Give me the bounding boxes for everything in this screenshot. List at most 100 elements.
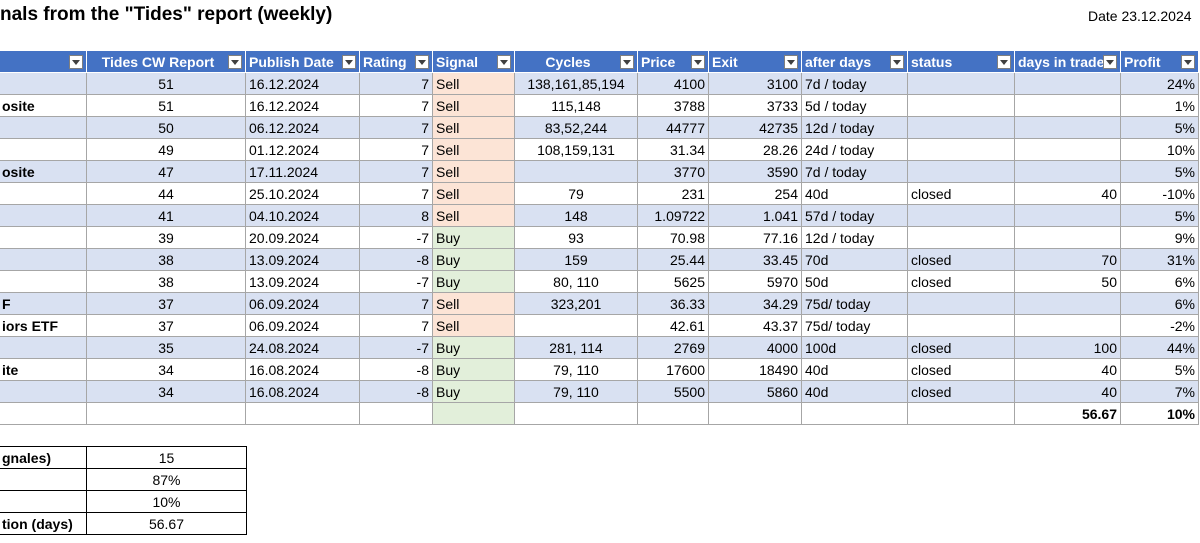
cell-days-in-trade[interactable] — [1014, 314, 1121, 337]
cell-days-in-trade[interactable] — [1014, 226, 1121, 249]
cell-days-in-trade[interactable] — [1014, 160, 1121, 183]
cell-publish-date[interactable]: 13.09.2024 — [245, 270, 360, 293]
cell-after-days[interactable]: 5d / today — [801, 94, 908, 117]
cell-status[interactable] — [907, 292, 1015, 315]
cell-profit[interactable]: 10% — [1120, 138, 1199, 161]
cell-price[interactable]: 3788 — [637, 94, 709, 117]
summary-label[interactable] — [0, 468, 87, 491]
cell-exit[interactable]: 3590 — [708, 160, 802, 183]
cell-publish-date[interactable]: 17.11.2024 — [245, 160, 360, 183]
cell-cycles[interactable]: 323,201 — [514, 292, 638, 315]
col-header-after-days[interactable]: after days — [801, 50, 908, 73]
col-header-cycles[interactable]: Cycles — [514, 50, 638, 73]
cell-price[interactable]: 42.61 — [637, 314, 709, 337]
cell-cycles[interactable] — [514, 314, 638, 337]
col-header-name[interactable] — [0, 50, 87, 73]
total-days-in-trade[interactable]: 56.67 — [1014, 402, 1121, 425]
cell-after-days[interactable]: 40d — [801, 380, 908, 403]
cell-days-in-trade[interactable] — [1014, 138, 1121, 161]
cell-cw-report[interactable]: 38 — [86, 248, 246, 271]
cell-rating[interactable]: 7 — [359, 138, 433, 161]
cell-status[interactable] — [907, 314, 1015, 337]
cell-status[interactable]: closed — [907, 380, 1015, 403]
cell-cycles[interactable]: 93 — [514, 226, 638, 249]
cell-signal[interactable]: Sell — [432, 94, 515, 117]
cell-name[interactable] — [0, 116, 87, 139]
cell-after-days[interactable]: 12d / today — [801, 226, 908, 249]
cell-signal[interactable]: Sell — [432, 292, 515, 315]
cell-cycles[interactable]: 281, 114 — [514, 336, 638, 359]
cell-empty[interactable] — [801, 402, 908, 425]
col-header-signal[interactable]: Signal — [432, 50, 515, 73]
cell-rating[interactable]: -7 — [359, 270, 433, 293]
cell-name[interactable]: osite — [0, 160, 87, 183]
cell-signal[interactable]: Buy — [432, 226, 515, 249]
cell-cw-report[interactable]: 34 — [86, 380, 246, 403]
filter-dropdown-icon[interactable] — [1103, 55, 1117, 69]
cell-signal[interactable]: Buy — [432, 380, 515, 403]
cell-cycles[interactable]: 79, 110 — [514, 380, 638, 403]
cell-name[interactable]: osite — [0, 94, 87, 117]
filter-dropdown-icon[interactable] — [997, 55, 1011, 69]
cell-exit[interactable]: 3733 — [708, 94, 802, 117]
cell-after-days[interactable]: 50d — [801, 270, 908, 293]
cell-after-days[interactable]: 57d / today — [801, 204, 908, 227]
col-header-cw-report[interactable]: Tides CW Report — [86, 50, 246, 73]
summary-value[interactable]: 15 — [86, 446, 247, 469]
cell-rating[interactable]: 8 — [359, 204, 433, 227]
cell-exit[interactable]: 77.16 — [708, 226, 802, 249]
cell-name[interactable] — [0, 72, 87, 95]
cell-cw-report[interactable]: 37 — [86, 292, 246, 315]
cell-cycles[interactable]: 79, 110 — [514, 358, 638, 381]
cell-cycles[interactable]: 138,161,85,194 — [514, 72, 638, 95]
cell-status[interactable]: closed — [907, 182, 1015, 205]
cell-status[interactable] — [907, 94, 1015, 117]
cell-rating[interactable]: 7 — [359, 72, 433, 95]
cell-days-in-trade[interactable] — [1014, 72, 1121, 95]
cell-signal[interactable]: Buy — [432, 270, 515, 293]
col-header-status[interactable]: status — [907, 50, 1015, 73]
cell-exit[interactable]: 33.45 — [708, 248, 802, 271]
cell-profit[interactable]: 31% — [1120, 248, 1199, 271]
cell-publish-date[interactable]: 16.08.2024 — [245, 358, 360, 381]
cell-profit[interactable]: 24% — [1120, 72, 1199, 95]
cell-profit[interactable]: 6% — [1120, 270, 1199, 293]
cell-profit[interactable]: 6% — [1120, 292, 1199, 315]
cell-status[interactable]: closed — [907, 270, 1015, 293]
cell-cycles[interactable]: 148 — [514, 204, 638, 227]
cell-price[interactable]: 36.33 — [637, 292, 709, 315]
cell-after-days[interactable]: 7d / today — [801, 160, 908, 183]
cell-price[interactable]: 31.34 — [637, 138, 709, 161]
cell-name[interactable] — [0, 248, 87, 271]
cell-profit[interactable]: 5% — [1120, 116, 1199, 139]
cell-cycles[interactable]: 83,52,244 — [514, 116, 638, 139]
cell-price[interactable]: 17600 — [637, 358, 709, 381]
cell-profit[interactable]: 5% — [1120, 160, 1199, 183]
filter-dropdown-icon[interactable] — [497, 55, 511, 69]
cell-profit[interactable]: 9% — [1120, 226, 1199, 249]
total-profit[interactable]: 10% — [1120, 402, 1199, 425]
cell-status[interactable]: closed — [907, 358, 1015, 381]
cell-price[interactable]: 3770 — [637, 160, 709, 183]
cell-days-in-trade[interactable] — [1014, 292, 1121, 315]
cell-name[interactable]: ite — [0, 358, 87, 381]
cell-empty[interactable] — [432, 402, 515, 425]
cell-exit[interactable]: 42735 — [708, 116, 802, 139]
cell-after-days[interactable]: 40d — [801, 182, 908, 205]
cell-name[interactable] — [0, 138, 87, 161]
cell-cw-report[interactable]: 39 — [86, 226, 246, 249]
cell-after-days[interactable]: 75d/ today — [801, 292, 908, 315]
cell-status[interactable] — [907, 204, 1015, 227]
cell-empty[interactable] — [708, 402, 802, 425]
cell-empty[interactable] — [907, 402, 1015, 425]
cell-rating[interactable]: -8 — [359, 358, 433, 381]
cell-profit[interactable]: -2% — [1120, 314, 1199, 337]
filter-dropdown-icon[interactable] — [415, 55, 429, 69]
cell-price[interactable]: 5500 — [637, 380, 709, 403]
summary-value[interactable]: 10% — [86, 490, 247, 513]
cell-days-in-trade[interactable]: 70 — [1014, 248, 1121, 271]
cell-publish-date[interactable]: 20.09.2024 — [245, 226, 360, 249]
cell-empty[interactable] — [514, 402, 638, 425]
cell-after-days[interactable]: 100d — [801, 336, 908, 359]
cell-price[interactable]: 1.09722 — [637, 204, 709, 227]
